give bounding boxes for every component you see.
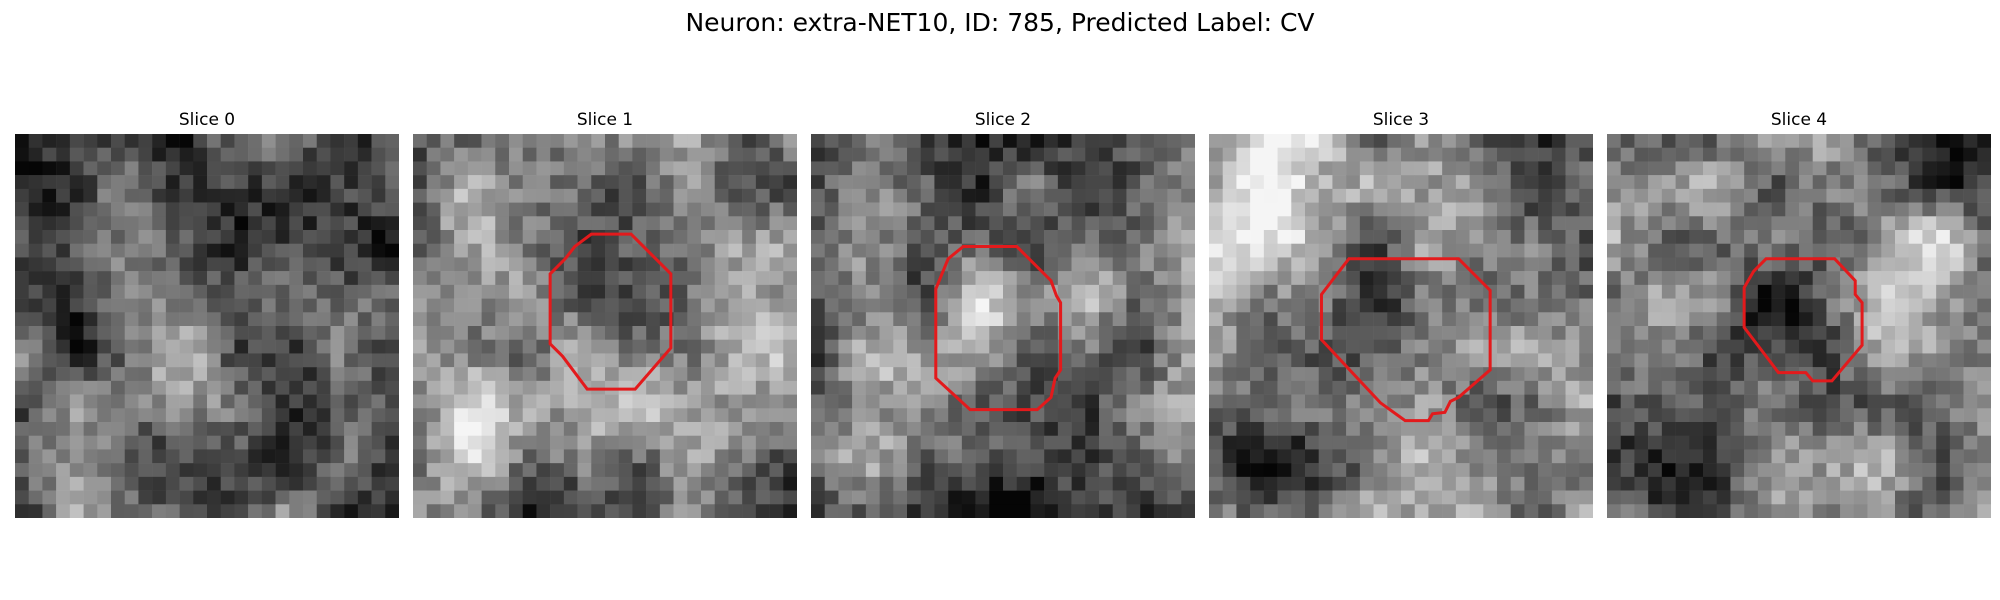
roi-outline: [548, 232, 673, 391]
slice-title: Slice 3: [1372, 110, 1430, 130]
slice-title: Slice 4: [1770, 110, 1828, 130]
roi-outline: [1742, 257, 1864, 383]
slice-title: Slice 0: [178, 110, 236, 130]
slice-panel-2: Slice 2: [811, 108, 1195, 518]
slice-image-3: [1209, 134, 1593, 518]
figure-title: Neuron: extra-NET10, ID: 785, Predicted …: [685, 8, 1315, 37]
slice-image-2: [811, 134, 1195, 518]
roi-outline: [1319, 257, 1492, 423]
slice-image-1: [413, 134, 797, 518]
slice-panel-1: Slice 1: [413, 108, 797, 518]
slice-title: Slice 2: [974, 110, 1032, 130]
slice-title: Slice 1: [576, 110, 634, 130]
slice-image-0: [15, 134, 399, 518]
slice-image-4: [1607, 134, 1991, 518]
slice-panel-0: Slice 0: [15, 108, 399, 518]
roi-outline: [934, 244, 1063, 412]
slice-panel-4: Slice 4: [1607, 108, 1991, 518]
slice-panel-3: Slice 3: [1209, 108, 1593, 518]
